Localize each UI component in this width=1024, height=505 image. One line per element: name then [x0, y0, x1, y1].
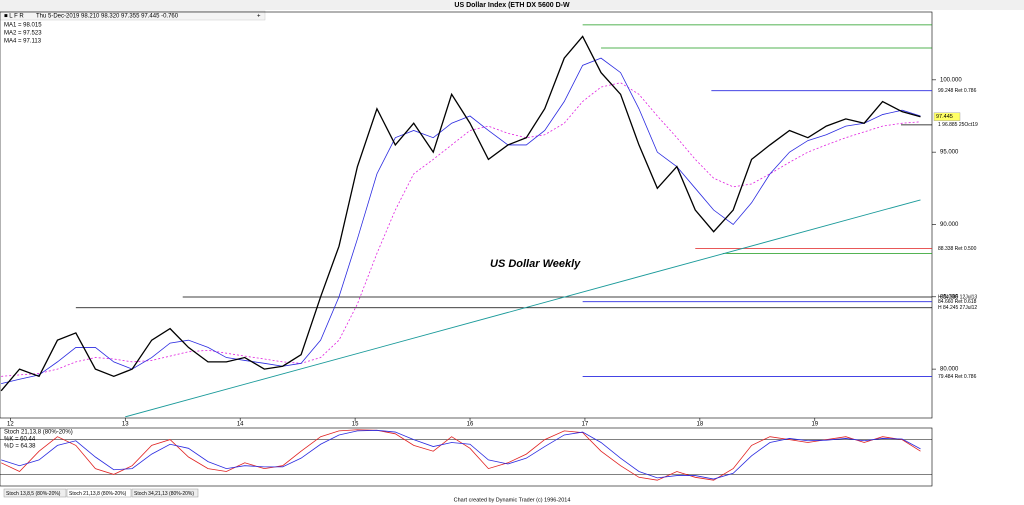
ma-label: MA2 = 97.523 [4, 31, 42, 37]
toolbar-icons[interactable]: ■ L F R [4, 14, 24, 20]
level-label: 84.660 Ret 0.618 [938, 299, 977, 305]
tabs: Stoch 13,8,5 (80%-20%) Stoch 21,13,8 (80… [3, 488, 199, 498]
ma-label: MA4 = 97.113 [4, 39, 42, 45]
last-price-box [933, 112, 961, 121]
level-label: 79.484 Ret 0.786 [938, 374, 977, 380]
x-tick-label: 16 [467, 422, 474, 428]
level-label: 1 96.885 25Oct19 [938, 122, 978, 128]
add-button[interactable]: + [257, 14, 261, 20]
trend-line [125, 199, 921, 418]
x-tick-label: 17 [582, 422, 589, 428]
y-tick-label: 100.000 [940, 77, 962, 83]
series-line [0, 35, 921, 392]
series-line [1, 57, 921, 384]
x-tick-label: 19 [811, 422, 818, 428]
stoch-title: Stoch 21,13,8 (80%-20%) [4, 430, 73, 436]
level-label: H 84.245 27Jul12 [938, 305, 977, 311]
tab-label[interactable]: Stoch 13,8,5 (80%-20%) [6, 491, 61, 497]
footer: Chart created by Dynamic Trader (c) 1996… [454, 497, 571, 503]
stoch-line [0, 429, 921, 481]
x-tick-label: 15 [352, 422, 359, 428]
plot-frame [0, 11, 933, 419]
x-tick-label: 14 [237, 422, 244, 428]
tab[interactable] [131, 488, 199, 498]
level-label: 99.248 Ret 0.786 [938, 88, 977, 94]
y-tick-label: 80.000 [940, 367, 959, 373]
x-tick-label: 13 [122, 422, 129, 428]
tab-label[interactable]: Stoch 34,21,13 (80%-20%) [134, 491, 194, 497]
level-label: 88.338 Ret 0.500 [938, 246, 977, 252]
tab[interactable] [3, 488, 67, 498]
tab[interactable] [66, 488, 132, 498]
y-tick-label: 95.000 [940, 150, 959, 156]
x-tick-label: 18 [697, 422, 704, 428]
ma-label: MA1 = 98.015 [4, 23, 42, 29]
level-label: H 84.985 12Jul13 [938, 294, 977, 300]
x-tick-label: 12 [7, 422, 14, 428]
stoch-label: %D = 64.38 [4, 444, 36, 450]
series-line [1, 82, 921, 377]
chart-title: US Dollar Index (ETH DX 5600 D-W [454, 2, 570, 9]
info-bar: Thu 5-Dec-2019 98.210 98.320 97.355 97.4… [36, 14, 179, 20]
annotation: US Dollar Weekly [490, 258, 581, 270]
toolbar[interactable] [0, 10, 266, 21]
y-tick-label: 90.000 [940, 222, 959, 228]
last-price-label: 97.445 [936, 114, 953, 120]
title-bar [0, 0, 1024, 10]
y-tick-label: 85.000 [940, 294, 959, 300]
stoch-frame [0, 427, 933, 487]
stoch-line [1, 429, 921, 480]
tab-label[interactable]: Stoch 21,13,8 (80%-20%) [69, 491, 127, 497]
